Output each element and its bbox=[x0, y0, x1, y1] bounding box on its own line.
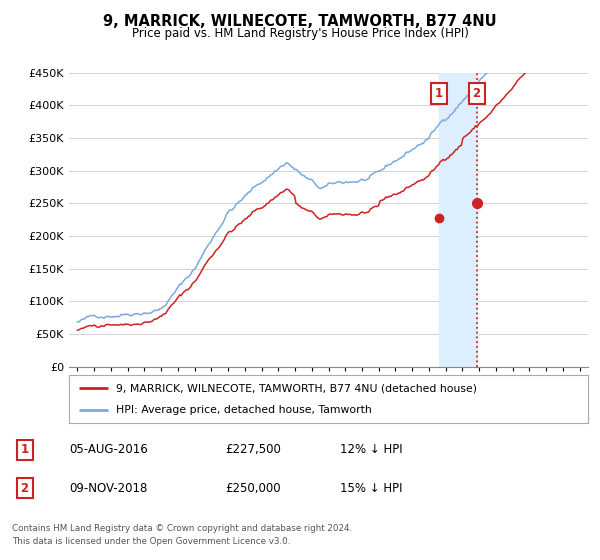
Text: 9, MARRICK, WILNECOTE, TAMWORTH, B77 4NU (detached house): 9, MARRICK, WILNECOTE, TAMWORTH, B77 4NU… bbox=[116, 383, 477, 393]
Text: Price paid vs. HM Land Registry's House Price Index (HPI): Price paid vs. HM Land Registry's House … bbox=[131, 27, 469, 40]
Text: Contains HM Land Registry data © Crown copyright and database right 2024.: Contains HM Land Registry data © Crown c… bbox=[12, 524, 352, 533]
Text: This data is licensed under the Open Government Licence v3.0.: This data is licensed under the Open Gov… bbox=[12, 538, 290, 547]
Text: 05-AUG-2016: 05-AUG-2016 bbox=[70, 444, 148, 456]
Text: 12% ↓ HPI: 12% ↓ HPI bbox=[340, 444, 403, 456]
Text: 9, MARRICK, WILNECOTE, TAMWORTH, B77 4NU: 9, MARRICK, WILNECOTE, TAMWORTH, B77 4NU bbox=[103, 14, 497, 29]
Text: 2: 2 bbox=[20, 482, 29, 494]
Bar bbox=[439, 73, 476, 367]
Text: 15% ↓ HPI: 15% ↓ HPI bbox=[340, 482, 403, 494]
Text: £227,500: £227,500 bbox=[225, 444, 281, 456]
Text: 09-NOV-2018: 09-NOV-2018 bbox=[70, 482, 148, 494]
Text: £250,000: £250,000 bbox=[225, 482, 281, 494]
Text: 1: 1 bbox=[434, 87, 443, 100]
Text: 2: 2 bbox=[473, 87, 481, 100]
Text: 1: 1 bbox=[20, 444, 29, 456]
Text: HPI: Average price, detached house, Tamworth: HPI: Average price, detached house, Tamw… bbox=[116, 405, 371, 415]
